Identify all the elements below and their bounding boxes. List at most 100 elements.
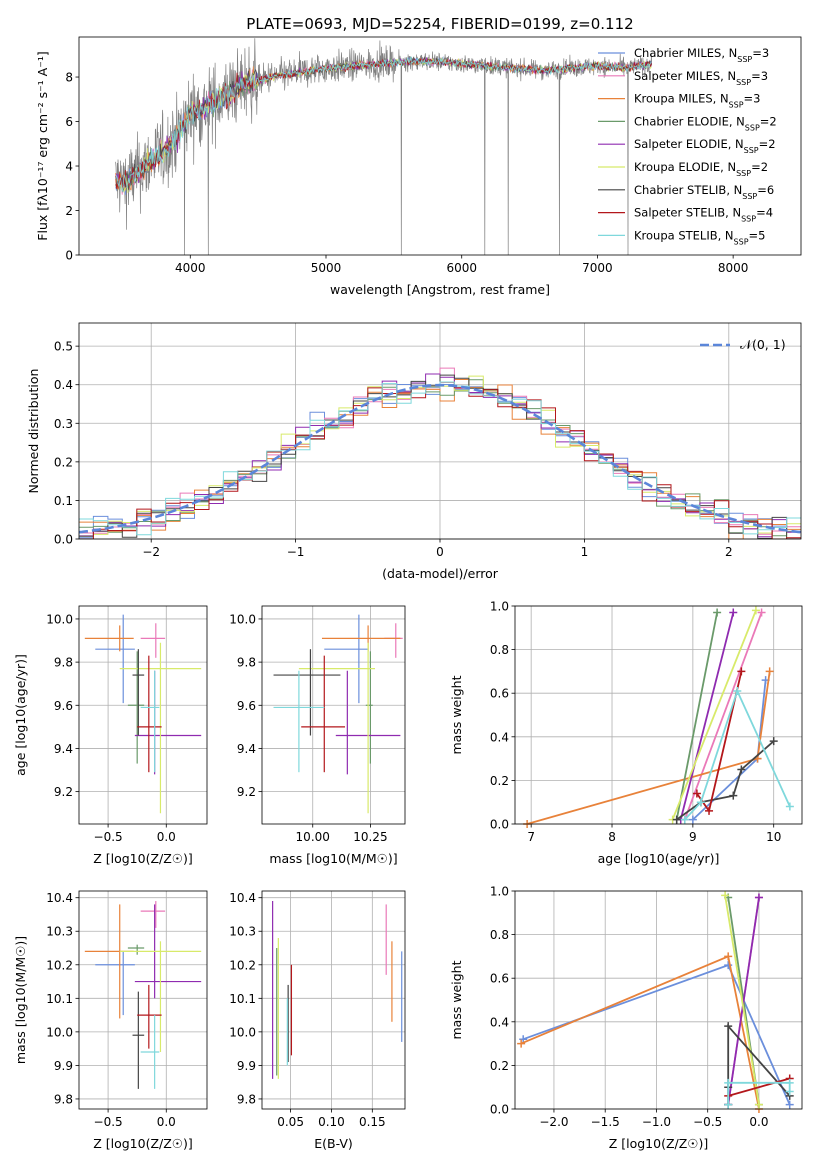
- y-tick-label: 10.3: [46, 925, 73, 939]
- weight-line: [526, 671, 771, 825]
- error-bar-salpeter-stelib: [301, 655, 346, 773]
- weight-marker: [757, 608, 766, 617]
- weight-series-kroupa-elodie: [721, 891, 763, 1109]
- legend-nssp: =2: [760, 114, 777, 128]
- axes-frame: [78, 322, 802, 540]
- y-tick-label: 9.9: [54, 1059, 73, 1073]
- x-tick-label: 0.0: [157, 1115, 176, 1129]
- y-tick-label: 0.2: [490, 774, 509, 788]
- panel-mass-vs-ebv: 0.05 0.10 0.15 9.8 9.9 10.0 10.1 10.2 10.3 10.4 E(…: [229, 890, 406, 1151]
- y-tick-label: 10.0: [46, 612, 73, 626]
- y-tick-label: 4: [65, 160, 73, 174]
- histogram-salpeter-elodie: [79, 373, 801, 539]
- weight-marker: [785, 1078, 794, 1087]
- x-tick-label: 10.00: [296, 830, 330, 844]
- legend-subscript: SSP: [736, 77, 751, 86]
- error-bar-chabrier-elodie: [365, 651, 373, 764]
- x-tick-label: −1.0: [642, 1115, 671, 1129]
- spectrum-legend: Chabrier MILES, NSSP=3 Salpeter MILES, NS…: [598, 46, 777, 246]
- y-tick-label: 10.1: [46, 992, 73, 1006]
- legend-entry: Kroupa STELIB, NSSP=5: [634, 228, 765, 246]
- weight-line: [679, 612, 735, 820]
- error-bar-salpeter-miles: [140, 623, 166, 658]
- histogram-kroupa-stelib: [79, 381, 801, 539]
- error-bar-chabrier-stelib: [132, 649, 145, 736]
- legend-subscript: SSP: [734, 237, 749, 246]
- x-tick-label: 10.25: [353, 830, 387, 844]
- panel-spectrum: 4000 5000 6000 7000 8000 0 2 4 6 8 wavelength [Ang…: [35, 36, 802, 297]
- weight-line: [520, 955, 760, 1110]
- x-tick-label: −0.5: [94, 1115, 123, 1129]
- legend-entry: Kroupa MILES, NSSP=3: [634, 92, 760, 110]
- error-bar-kroupa-stelib: [140, 670, 160, 773]
- y-tick-label: 9.2: [237, 785, 256, 799]
- error-bar-kroupa-elodie: [119, 941, 202, 1052]
- axes-frame: [514, 890, 803, 1110]
- y-tick-label: 10.0: [229, 1025, 256, 1039]
- weight-line: [727, 897, 760, 1105]
- weight-marker: [737, 667, 746, 676]
- weight-line: [671, 610, 757, 820]
- weight-marker: [721, 891, 730, 900]
- x-axis-label: (data-model)/error: [382, 566, 499, 581]
- y-tick-label: 0.4: [490, 1015, 509, 1029]
- grid: [262, 891, 405, 1109]
- y-tick-label: 10.4: [229, 891, 256, 905]
- weight-marker: [680, 815, 689, 824]
- weight-series-kroupa-stelib: [724, 1078, 794, 1109]
- y-tick-label: 0.8: [490, 928, 509, 942]
- y-axis-label: age [log10(age/yr)]: [13, 654, 28, 776]
- error-bar-kroupa-elodie: [119, 642, 202, 814]
- weight-marker: [785, 1100, 794, 1109]
- weight-line: [683, 612, 763, 820]
- y-tick-label: 9.8: [237, 1092, 256, 1106]
- panels: 4000 5000 6000 7000 8000 0 2 4 6 8 wavelength [Ang…: [13, 36, 803, 1151]
- legend-nssp: =4: [756, 206, 773, 220]
- plot-area: [79, 367, 801, 539]
- legend-subscript: SSP: [741, 214, 756, 223]
- y-tick-label: 9.8: [54, 656, 73, 670]
- x-axis-label: Z [log10(Z/Z☉)]: [93, 1136, 193, 1151]
- weight-marker: [729, 608, 738, 617]
- x-tick-label: −0.5: [94, 830, 123, 844]
- error-bar-salpeter-miles: [140, 901, 166, 928]
- x-tick-label: −0.5: [693, 1115, 722, 1129]
- legend-nssp: =3: [751, 69, 768, 83]
- y-axis-label: mass [log10(M/M☉)]: [13, 936, 28, 1064]
- weight-marker: [737, 765, 746, 774]
- y-tick-label: 0: [65, 249, 73, 263]
- y-tick-label: 2: [65, 204, 73, 218]
- axes-frame: [78, 890, 208, 1110]
- panel-residuals: −2 −1 0 1 2 0.0 0.1 0.2 0.3 0.4 0.5 (data-model)/er…: [26, 322, 802, 581]
- y-tick-label: 10.0: [229, 612, 256, 626]
- legend-entry: Salpeter STELIB, NSSP=4: [634, 206, 773, 224]
- weight-marker: [785, 802, 794, 811]
- y-tick-label: 0.4: [490, 730, 509, 744]
- error-bar-kroupa-stelib: [273, 670, 325, 773]
- weight-marker: [765, 667, 774, 676]
- legend-nssp: =5: [749, 228, 766, 242]
- error-bar-chabrier-elodie: [127, 651, 145, 764]
- y-axis-label: Normed distribution: [26, 369, 41, 494]
- y-tick-label: 10.1: [229, 992, 256, 1006]
- gaussian-reference-curve: [79, 383, 801, 534]
- y-axis-label: mass weight: [449, 675, 464, 754]
- x-tick-label: 0.15: [359, 1115, 386, 1129]
- error-bar-chabrier-miles: [95, 614, 135, 704]
- error-bar-salpeter-stelib: [137, 655, 162, 773]
- y-tick-label: 9.6: [54, 699, 73, 713]
- error-bar-salpeter-stelib: [137, 984, 162, 1049]
- y-tick-label: 9.8: [237, 656, 256, 670]
- legend-entry: Chabrier MILES, NSSP=3: [634, 46, 769, 64]
- y-tick-label: 0.6: [490, 687, 509, 701]
- weight-line: [727, 1077, 790, 1097]
- error-bar-kroupa-miles: [321, 625, 401, 652]
- axes-frame: [78, 605, 208, 825]
- y-tick-label: 10.0: [46, 1025, 73, 1039]
- y-tick-label: 0.2: [54, 455, 73, 469]
- weight-marker: [672, 815, 681, 824]
- legend-subscript: SSP: [742, 191, 757, 200]
- plot-area: [115, 38, 653, 255]
- legend-entry: Chabrier STELIB, NSSP=6: [634, 183, 774, 201]
- y-tick-label: 9.8: [54, 1092, 73, 1106]
